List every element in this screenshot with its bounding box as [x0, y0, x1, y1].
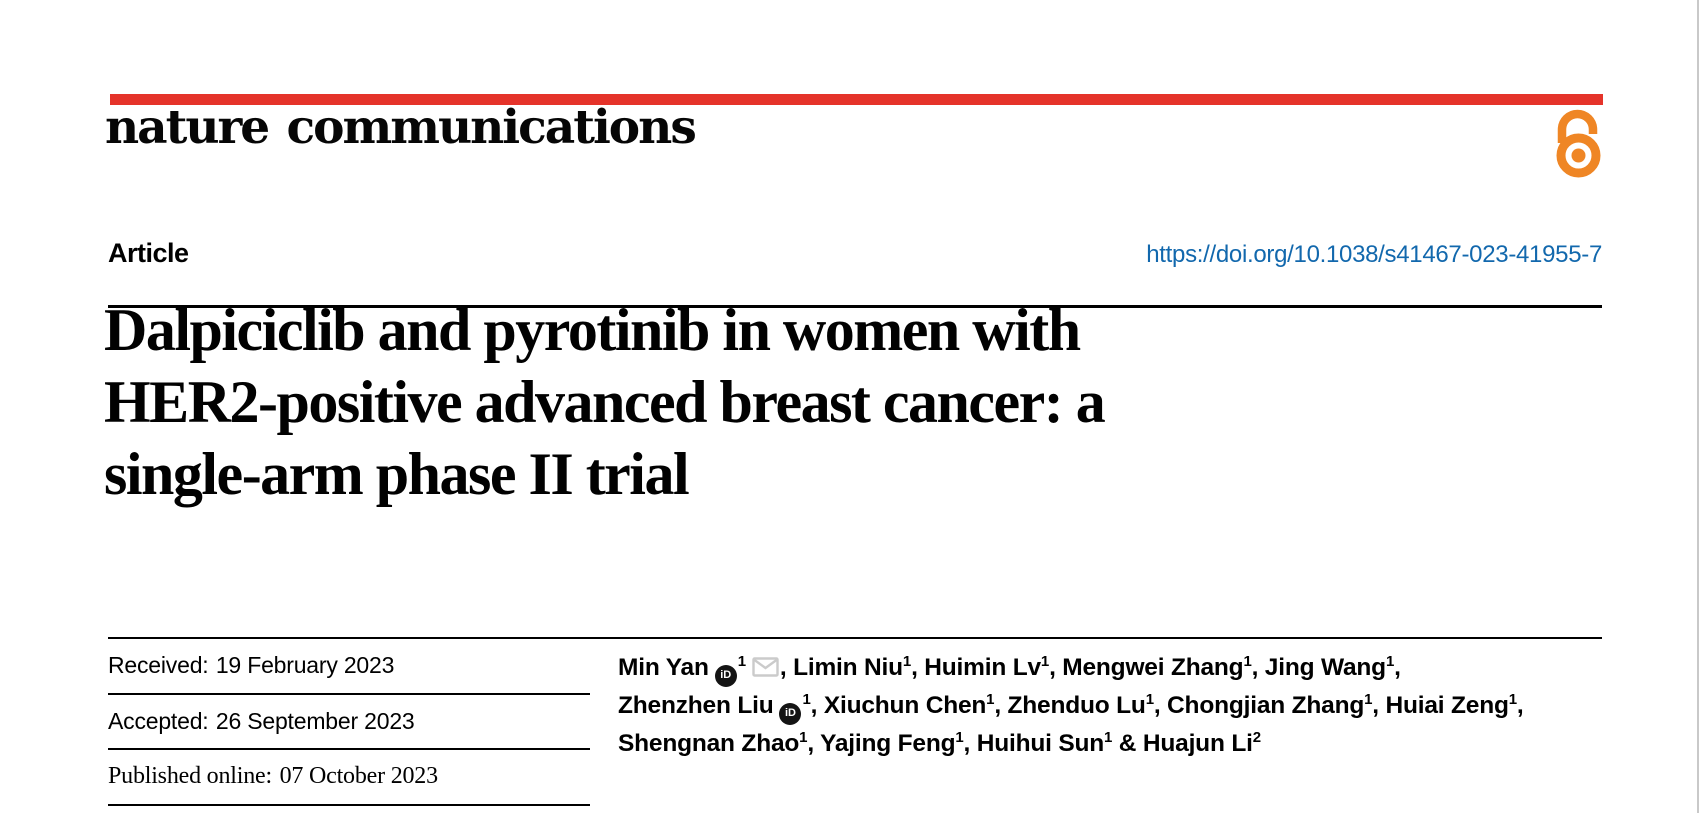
affiliation-superscript: 1 [986, 691, 995, 708]
affiliation-superscript: 1 [955, 729, 964, 746]
article-title: Dalpiciclib and pyrotinib in women with … [104, 294, 1504, 510]
published-label: Published online: [108, 763, 272, 790]
article-header-row: Article https://doi.org/10.1038/s41467-0… [108, 238, 1602, 269]
author-name-text: , Huihui Sun [963, 730, 1105, 757]
published-value: 07 October 2023 [279, 763, 439, 790]
affiliation-superscript: 1 [737, 653, 746, 670]
article-title-line-1: Dalpiciclib and pyrotinib in women with [104, 297, 1081, 363]
accepted-value: 26 September 2023 [215, 707, 415, 734]
author-name-text: , Jing Wang [1251, 654, 1387, 681]
affiliation-superscript: 1 [799, 729, 808, 746]
author-name-text: & Huajun Li [1112, 730, 1253, 757]
received-value: 19 February 2023 [215, 652, 395, 679]
author-name-text: , [1394, 654, 1401, 681]
author-name-text: , [1516, 692, 1524, 719]
article-title-line-3: single-arm phase II trial [104, 441, 690, 507]
journal-accent-bar [110, 94, 1603, 105]
doi-link[interactable]: https://doi.org/10.1038/s41467-023-41955… [1146, 241, 1602, 268]
meta-section: Received: 19 February 2023 Accepted: 26 … [108, 637, 1602, 806]
received-label: Received: [108, 652, 209, 679]
author-name-text: Zhenzhen Liu [618, 692, 774, 719]
author-name-text: Shengnan Zhao [618, 730, 800, 757]
journal-logo: nature communications [105, 100, 697, 155]
affiliation-superscript: 1 [1040, 653, 1050, 670]
affiliation-superscript: 1 [802, 691, 811, 708]
accepted-date-row: Accepted: 26 September 2023 [108, 695, 590, 750]
author-name-text: , Xiuchun Chen [810, 692, 987, 719]
orcid-icon[interactable]: iD [714, 664, 737, 687]
affiliation-superscript: 2 [1252, 729, 1261, 746]
accepted-label: Accepted: [108, 707, 209, 734]
author-name-text: , Limin Niu [779, 654, 903, 681]
corresponding-author-mail-icon[interactable] [752, 657, 779, 677]
author-line: Zhenzhen Liu iD1, Xiuchun Chen1, Zhenduo … [618, 688, 1602, 726]
author-name-text: , Yajing Feng [807, 730, 956, 757]
article-type-label: Article [108, 238, 189, 268]
affiliation-superscript: 1 [1243, 653, 1252, 670]
article-title-line-2: HER2-positive advanced breast cancer: a [104, 369, 1106, 435]
affiliation-superscript: 1 [1104, 729, 1113, 746]
author-name-text: , Huiai Zeng [1372, 692, 1509, 719]
affiliation-superscript: 1 [1508, 691, 1517, 708]
orcid-icon[interactable]: iD [779, 702, 802, 725]
open-access-icon [1556, 109, 1601, 178]
author-name-text: , Huimin Lv [911, 654, 1041, 681]
author-line: Shengnan Zhao1, Yajing Feng1, Huihui Sun… [618, 726, 1602, 764]
history-dates-column: Received: 19 February 2023 Accepted: 26 … [108, 639, 590, 806]
author-name-text: , Mengwei Zhang [1049, 654, 1244, 681]
affiliation-superscript: 1 [902, 653, 912, 670]
affiliation-superscript: 1 [1364, 691, 1373, 708]
received-date-row: Received: 19 February 2023 [108, 639, 590, 695]
published-date-row: Published online: 07 October 2023 [108, 750, 590, 806]
affiliation-superscript: 1 [1385, 653, 1395, 670]
author-name-text: , Chongjian Zhang [1153, 692, 1365, 719]
author-line: Min Yan iD1, Limin Niu1, Huimin Lv1, Meng… [618, 650, 1602, 688]
author-name-text: Min Yan [618, 654, 709, 681]
page-right-border [1697, 0, 1699, 813]
author-list: Min Yan iD1, Limin Niu1, Huimin Lv1, Meng… [618, 639, 1602, 806]
header-divider-rule [108, 305, 1602, 308]
author-name-text: , Zhenduo Lu [994, 692, 1146, 719]
affiliation-superscript: 1 [1145, 691, 1154, 708]
